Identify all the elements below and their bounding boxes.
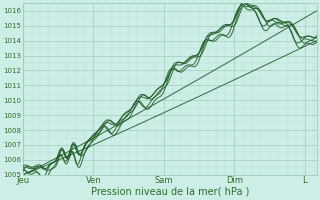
X-axis label: Pression niveau de la mer( hPa ): Pression niveau de la mer( hPa )	[91, 187, 249, 197]
